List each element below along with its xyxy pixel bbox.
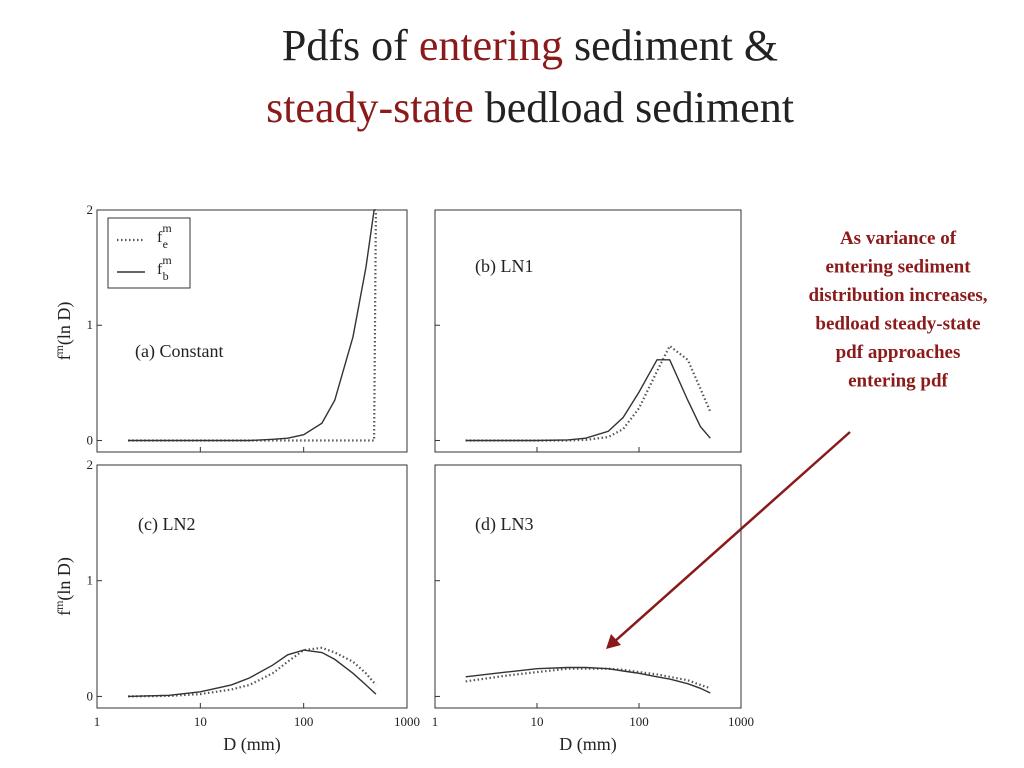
panel-label: (d) LN3	[475, 514, 533, 535]
panel-label: (a) Constant	[135, 341, 223, 362]
y-label-tail: (ln D)	[54, 557, 75, 601]
y-tick-label: 0	[87, 432, 94, 447]
series-line	[128, 646, 377, 698]
panel-label: (c) LN2	[138, 514, 195, 535]
annotation-line: As variance of	[840, 228, 957, 249]
annotation-line: entering sediment	[825, 257, 971, 278]
title-part: Pdfs of	[282, 21, 419, 70]
legend-name: f	[157, 261, 163, 278]
annotation-line: pdf approaches	[836, 342, 961, 363]
annotation-line: entering pdf	[848, 371, 948, 392]
series-line	[465, 344, 712, 442]
slide-title: steady-state bedload sediment	[266, 83, 794, 132]
legend-sub: e	[163, 237, 168, 251]
title-part: bedload sediment	[474, 83, 794, 132]
legend-sup: m	[162, 253, 172, 267]
y-label-base: f	[54, 610, 74, 616]
series-line	[465, 666, 711, 694]
x-tick-label: 1000	[728, 714, 754, 729]
x-tick-label: 100	[294, 714, 314, 729]
plot-frame	[96, 209, 408, 453]
y-tick-label: 0	[87, 688, 94, 703]
x-axis-label: D (mm)	[559, 734, 617, 755]
y-label-sup: m	[52, 344, 66, 354]
y-tick-label: 1	[87, 573, 94, 588]
y-label-tail: (ln D)	[54, 302, 75, 346]
y-axis-label: fm(ln D)	[52, 302, 75, 361]
y-tick-label: 2	[87, 202, 94, 217]
legend-sup: m	[162, 221, 172, 235]
arrow-head	[606, 634, 621, 649]
plot-frame	[96, 464, 408, 709]
x-tick-label: 1000	[394, 714, 420, 729]
x-tick-label: 100	[629, 714, 649, 729]
title-part: sediment &	[563, 21, 778, 70]
x-axis-label: D (mm)	[223, 734, 281, 755]
title-part: steady-state	[266, 83, 474, 132]
legend-name: f	[157, 229, 163, 246]
x-tick-label: 10	[531, 714, 544, 729]
plot-frame	[434, 464, 742, 709]
x-tick-label: 1	[432, 714, 439, 729]
annotation-line: distribution increases,	[808, 285, 987, 306]
slide-title: Pdfs of entering sediment &	[282, 21, 778, 70]
annotation-line: bedload steady-state	[815, 314, 980, 335]
y-label-base: f	[54, 354, 74, 360]
series-line	[128, 209, 376, 442]
y-label-sup: m	[52, 600, 66, 610]
series-line	[128, 649, 377, 698]
title-part: entering	[419, 21, 563, 70]
y-axis-label: fm(ln D)	[52, 557, 75, 616]
legend-sub: b	[163, 269, 169, 283]
series-line	[465, 359, 711, 442]
plot-frame	[434, 209, 742, 453]
x-tick-label: 1	[94, 714, 101, 729]
series-line	[465, 667, 711, 690]
legend-label: fm b	[157, 253, 172, 283]
legend-label: fm e	[157, 221, 172, 251]
y-tick-label: 1	[87, 317, 94, 332]
arrow	[613, 431, 851, 643]
x-tick-label: 10	[194, 714, 207, 729]
legend-box	[107, 217, 191, 289]
y-tick-label: 2	[87, 457, 94, 472]
panel-label: (b) LN1	[475, 256, 533, 277]
